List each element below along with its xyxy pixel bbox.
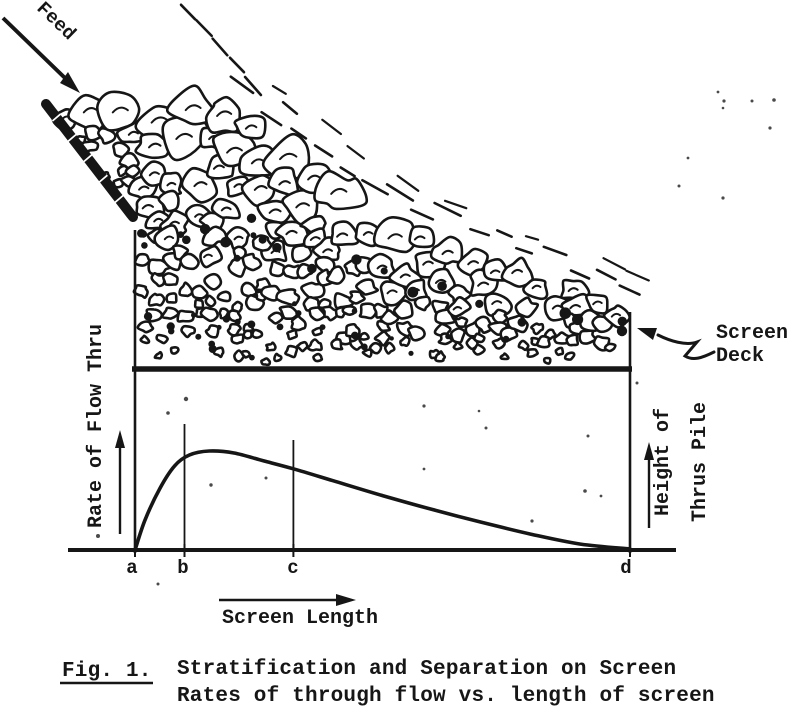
scan-speckles — [96, 90, 776, 586]
marker-lines — [134, 424, 631, 557]
tick-c: c — [287, 557, 298, 579]
flow-lines — [179, 3, 650, 296]
feed-label: Feed — [32, 0, 80, 45]
figure-caption: Fig. 1. Stratification and Separation on… — [60, 658, 715, 708]
x-tick-labels: a b c d — [126, 557, 631, 579]
feed-arrow — [1, 16, 80, 93]
fines-dots — [137, 213, 627, 361]
deck-end-particle — [616, 325, 628, 337]
screen-deck-label-line2: Deck — [716, 345, 764, 368]
y-left-axis-arrow — [115, 430, 125, 534]
caption-fig-label: Fig. 1. — [62, 660, 152, 683]
caption-line2: Rates of through flow vs. length of scre… — [177, 685, 715, 708]
x-axis-label: Screen Length — [222, 607, 378, 630]
screen-deck-label-line1: Screen — [716, 322, 788, 345]
y-right-axis-label-line2: Thrus Pile — [689, 402, 712, 522]
y-left-axis-label: Rate of Flow Thru — [85, 324, 108, 528]
rock-pile — [51, 84, 631, 367]
y-right-axis-arrow — [644, 442, 654, 528]
tick-a: a — [126, 557, 137, 579]
feed-chute — [41, 99, 138, 222]
flow-rate-curve — [133, 449, 632, 552]
screen-deck-callout-arrow — [637, 328, 716, 361]
tick-b: b — [177, 557, 188, 579]
tick-d: d — [620, 557, 631, 579]
caption-line1: Stratification and Separation on Screen — [177, 658, 676, 681]
x-axis-arrow — [219, 594, 356, 606]
graph-frame — [68, 230, 676, 553]
y-right-axis-label-line1: Height of — [652, 408, 675, 516]
